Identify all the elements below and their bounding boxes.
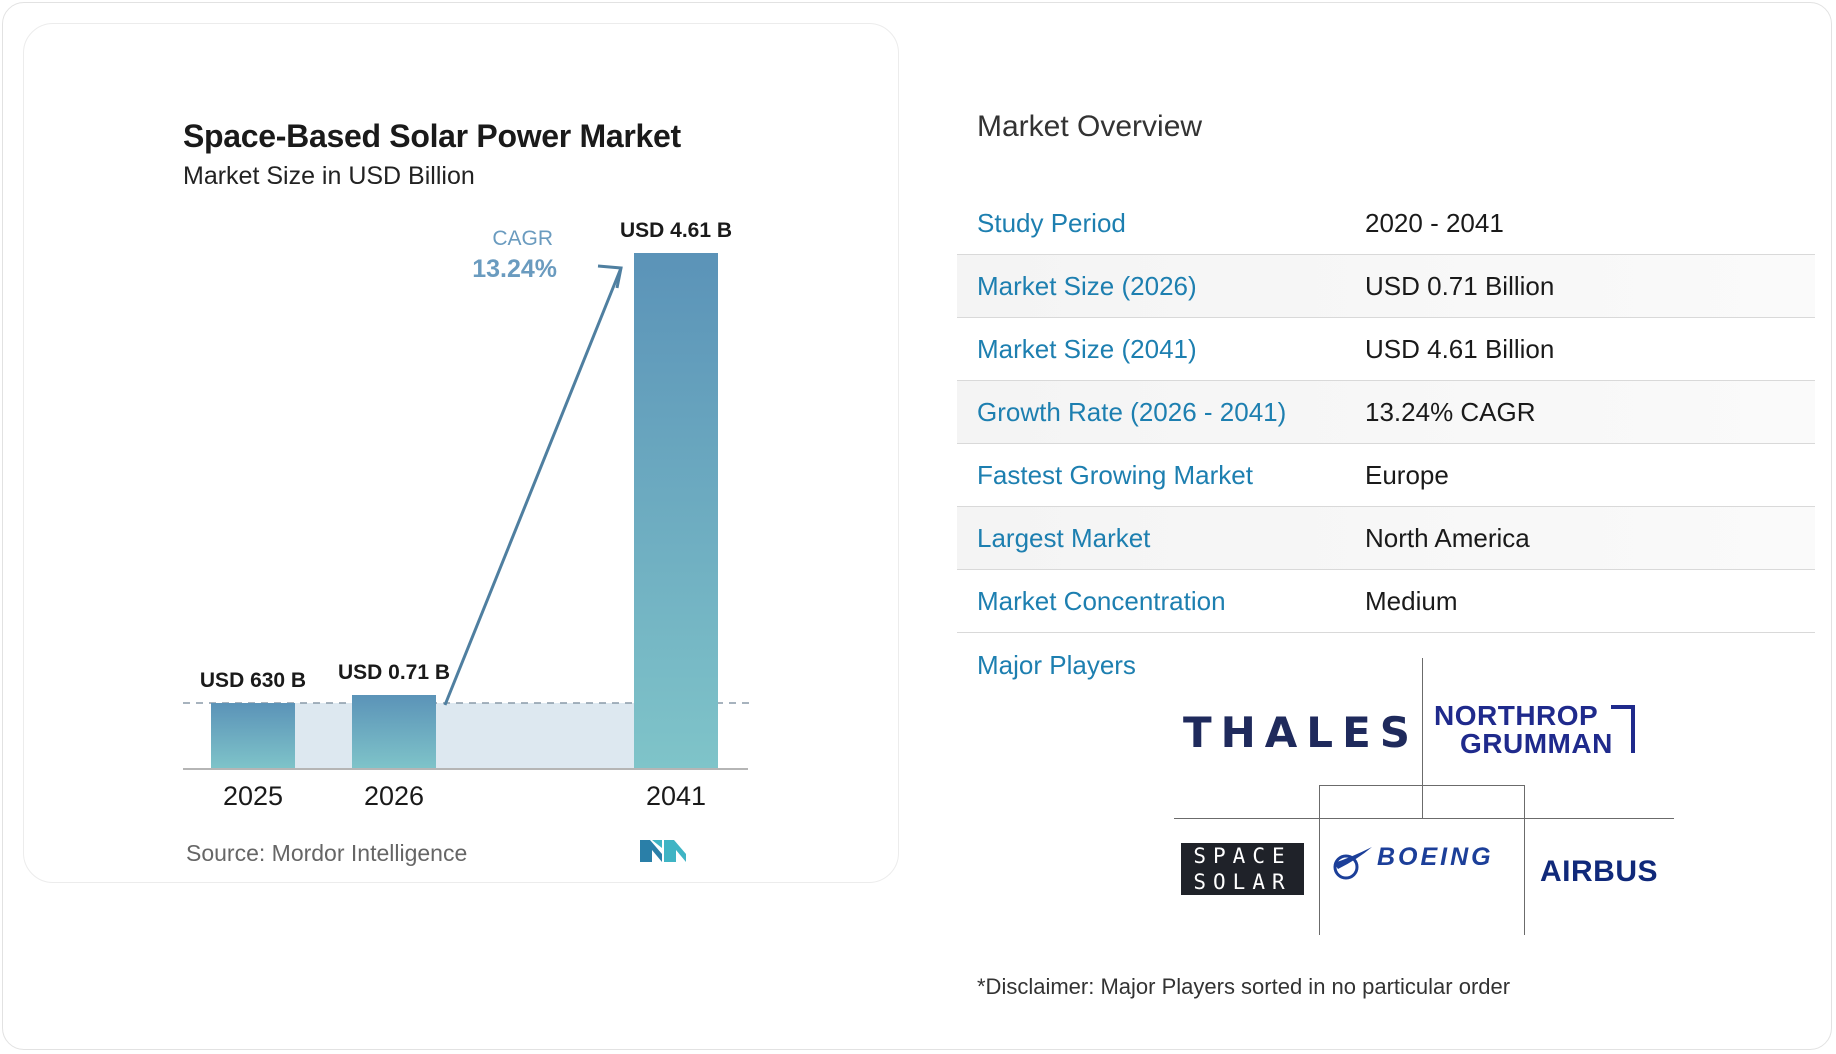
chart-subtitle: Market Size in USD Billion [183, 162, 475, 190]
bar-2041 [634, 253, 718, 769]
boeing-text: BOEING [1377, 843, 1494, 871]
overview-label: Study Period [977, 207, 1126, 238]
logo-divider [1422, 658, 1423, 818]
cagr-arrowhead [597, 264, 623, 289]
source-label: Source: Mordor Intelligence [186, 840, 468, 866]
overview-row: Market Size (2041) USD 4.61 Billion [957, 318, 1815, 381]
overview-label: Market Size (2026) [977, 270, 1197, 301]
overview-row: Largest Market North America [957, 507, 1815, 570]
disclaimer: *Disclaimer: Major Players sorted in no … [977, 974, 1511, 999]
northrop-grumman-logo: NORTHROP GRUMMAN [1434, 700, 1664, 759]
overview-row: Growth Rate (2026 - 2041) 13.24% CAGR [957, 381, 1815, 444]
thales-logo: THALES [1183, 708, 1420, 757]
chart-title: Space-Based Solar Power Market [183, 118, 681, 154]
overview-value: USD 0.71 Billion [1365, 270, 1555, 301]
overview-label: Largest Market [977, 522, 1151, 553]
data-label: USD 4.61 B [620, 219, 732, 242]
overview-value: 2020 - 2041 [1365, 207, 1504, 238]
logo-divider [1319, 785, 1524, 786]
overview-row: Fastest Growing Market Europe [957, 444, 1815, 507]
overview-table: Study Period 2020 - 2041 Market Size (20… [957, 192, 1815, 633]
overview-label: Fastest Growing Market [977, 459, 1253, 490]
overview-label: Market Size (2041) [977, 333, 1197, 364]
overview-label: Market Concentration [977, 585, 1226, 616]
space-text: SPACE [1193, 844, 1292, 868]
overview-label: Growth Rate (2026 - 2041) [977, 396, 1287, 427]
grumman-text: GRUMMAN [1460, 728, 1613, 759]
overview-value: North America [1365, 522, 1530, 553]
mordor-logo-icon [640, 840, 686, 862]
overview-row: Market Concentration Medium [957, 570, 1815, 633]
overview-row: Market Size (2026) USD 0.71 Billion [957, 255, 1815, 318]
overview-row: Study Period 2020 - 2041 [957, 192, 1815, 255]
airbus-logo: AIRBUS [1540, 855, 1659, 888]
logo-divider [1524, 785, 1525, 935]
cagr-label: CAGR [492, 227, 553, 250]
northrop-text: NORTHROP [1434, 700, 1599, 731]
data-label: USD 630 B [200, 669, 306, 692]
bar-chart: 2025 2026 2041 USD 630 B USD 0.71 B USD 4.61 … [183, 219, 752, 811]
bracket-icon [1611, 705, 1635, 753]
cagr-value: 13.24% [472, 255, 557, 283]
overview-value: Europe [1365, 459, 1449, 490]
data-label: USD 0.71 B [338, 661, 450, 684]
bar-2026 [352, 695, 436, 769]
space-solar-logo: SPACE SOLAR [1181, 843, 1304, 895]
solar-text: SOLAR [1193, 870, 1292, 894]
overview-value: Medium [1365, 585, 1458, 616]
bar-2025 [211, 703, 295, 769]
boeing-symbol-icon [1333, 847, 1372, 880]
cagr-arrow [443, 267, 623, 706]
boeing-logo: BOEING [1330, 843, 1520, 889]
logo-divider [1319, 785, 1320, 935]
x-tick-label: 2041 [646, 781, 706, 811]
overview-value: 13.24% CAGR [1365, 396, 1536, 427]
overview-value: USD 4.61 Billion [1365, 333, 1555, 364]
baseline-area [211, 703, 718, 769]
x-tick-label: 2026 [364, 781, 424, 811]
x-tick-label: 2025 [223, 781, 283, 811]
overview-title: Market Overview [977, 110, 1203, 143]
logo-divider [1174, 818, 1674, 819]
major-players-label: Major Players [977, 650, 1136, 680]
